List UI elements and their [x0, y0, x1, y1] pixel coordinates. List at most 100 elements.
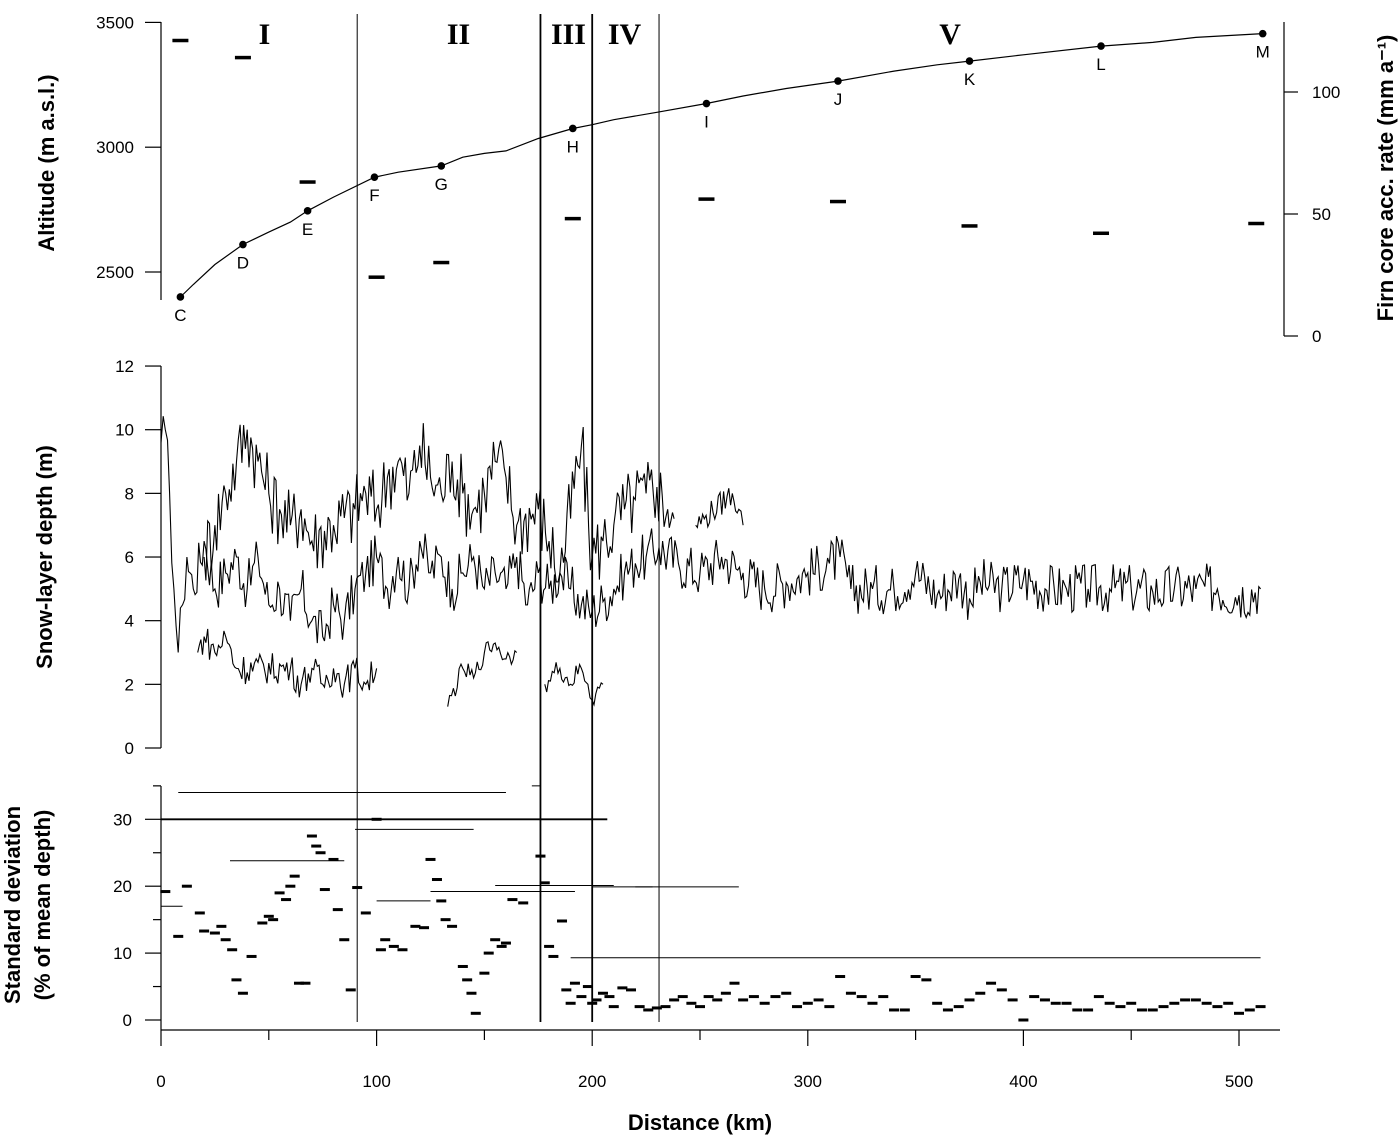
stdev-short-bar [582, 985, 593, 989]
stdev-short-bar [518, 901, 529, 905]
stdev-short-bar [1029, 995, 1040, 999]
region-boundaries [356, 14, 660, 1022]
stdev-short-bar [856, 995, 867, 999]
acc-rate-tick-label: 100 [1312, 83, 1340, 102]
stdev-short-bar [792, 1005, 803, 1009]
stdev-short-bar [677, 995, 688, 999]
stdev-short-bar [466, 991, 477, 995]
stdev-short-bar [237, 991, 248, 995]
stdev-short-bar [813, 998, 824, 1002]
stdev-short-bar [604, 995, 615, 999]
stdev-short-bar [1234, 1011, 1244, 1015]
stdev-short-bar [319, 888, 330, 892]
stdev-short-bar [1147, 1008, 1158, 1012]
stdev-short-bar [181, 884, 192, 888]
stdev-short-bar [569, 981, 580, 985]
stdev-short-bar [199, 929, 210, 933]
region-label-IV: IV [608, 18, 642, 51]
snow-depth-series-upper [203, 423, 675, 583]
region-label-II: II [447, 18, 470, 51]
stdev-short-bar [669, 998, 680, 1002]
altitude-point-label-L: L [1096, 55, 1105, 74]
altitude-tick-label: 3000 [96, 138, 134, 157]
altitude-point-E [303, 207, 312, 215]
stdev-tick-label: 10 [113, 944, 132, 963]
snow-tick-label: 8 [125, 484, 134, 503]
x-tick-label: 400 [1009, 1072, 1037, 1091]
stdev-short-bar [425, 857, 436, 861]
altitude-point-G [437, 162, 446, 170]
stdev-short-bar [419, 926, 430, 930]
stdev-short-bar [942, 1008, 953, 1012]
altitude-tick-label: 2500 [96, 263, 134, 282]
stdev-short-bar [986, 981, 997, 985]
data-layer [160, 29, 1267, 1022]
stdev-short-bar [306, 834, 317, 838]
altitude-point-label-M: M [1256, 43, 1270, 62]
stdev-short-bar [311, 844, 322, 848]
acc-rate-mark [172, 38, 189, 43]
stdev-short-bar [1007, 998, 1018, 1002]
stdev-short-bar [1104, 1001, 1115, 1005]
stdev-short-bar [507, 898, 518, 902]
stdev-short-bar [899, 1008, 910, 1012]
altitude-point-C [176, 293, 185, 301]
stdev-short-bar [1061, 1001, 1072, 1005]
altitude-point-label-G: G [435, 175, 448, 194]
stdev-short-bar [410, 924, 421, 928]
stdev-short-bar [289, 874, 300, 878]
stdev-short-bar [345, 988, 356, 992]
acc-rate-mark [1248, 221, 1265, 226]
stdev-short-bar [160, 890, 171, 894]
altitude-point-J [834, 77, 842, 85]
stdev-short-bar [447, 924, 458, 928]
acc-rate-tick-label: 50 [1312, 205, 1331, 224]
stdev-short-bar [617, 986, 628, 990]
stdev-short-bar [388, 944, 399, 948]
stdev-short-bar [597, 991, 608, 995]
stdev-short-bar [759, 1001, 770, 1005]
stdev-short-bar [352, 886, 363, 890]
acc-rate-axis-label: Firn core acc. rate (mm a⁻¹) [1373, 35, 1398, 322]
altitude-point-label-E: E [302, 220, 313, 239]
stdev-short-bar [315, 851, 326, 855]
stdev-short-bar [539, 881, 550, 885]
stdev-tick-label: 0 [123, 1011, 132, 1030]
stdev-short-bar [339, 938, 350, 942]
stdev-short-bar [748, 995, 759, 999]
stdev-short-bar [1093, 995, 1104, 999]
stdev-short-bar [483, 951, 494, 955]
stdev-short-bar [953, 1005, 964, 1009]
altitude-point-label-H: H [567, 137, 579, 156]
altitude-point-label-K: K [964, 70, 976, 89]
region-label-I: I [259, 18, 271, 51]
stdev-short-bar [738, 998, 749, 1002]
stdev-short-bar [227, 948, 238, 952]
stdev-short-bar [1050, 1001, 1061, 1005]
stdev-short-bar [686, 1001, 697, 1005]
stdev-short-bar [397, 948, 408, 952]
acc-rate-mark [564, 216, 581, 221]
stdev-short-bar [634, 1005, 645, 1009]
region-label-III: III [551, 18, 586, 51]
stdev-short-bar [281, 898, 292, 902]
x-tick-label: 500 [1225, 1072, 1253, 1091]
stdev-short-bar [490, 938, 501, 942]
stdev-short-bar [436, 899, 447, 903]
stdev-short-bar [380, 938, 391, 942]
acc-rate-mark [368, 275, 385, 279]
x-axis-label: Distance (km) [628, 1110, 772, 1135]
stdev-short-bar [712, 998, 723, 1002]
stdev-short-bar [1190, 998, 1201, 1002]
stdev-short-bar [802, 1001, 813, 1005]
snow-tick-label: 2 [125, 675, 134, 694]
stdev-short-bar [643, 1008, 654, 1012]
stdev-short-bar [500, 941, 511, 945]
stdev-short-bar [576, 995, 587, 999]
stdev-short-bar [360, 911, 371, 915]
altitude-axis-label: Altitude (m a.s.l.) [34, 74, 59, 251]
stdev-short-bar [975, 991, 986, 995]
altitude-point-label-C: C [174, 306, 186, 325]
stdev-short-bar [703, 995, 714, 999]
